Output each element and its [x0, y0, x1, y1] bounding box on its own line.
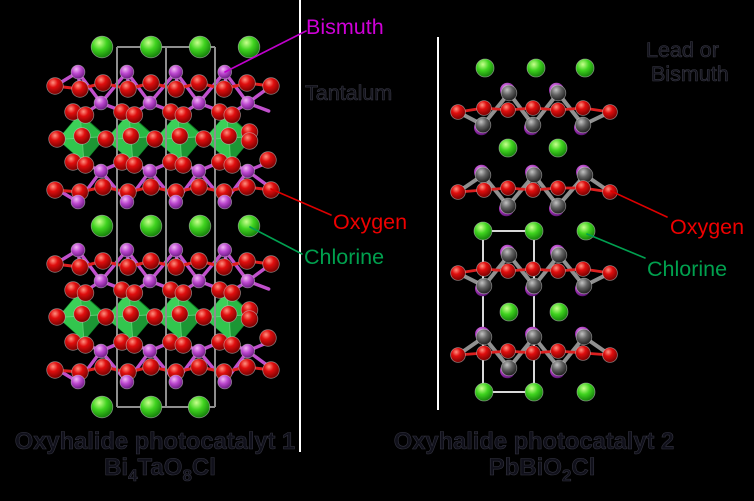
svg-text:Oxygen: Oxygen	[333, 210, 407, 234]
svg-text:Oxygen: Oxygen	[670, 215, 744, 239]
svg-text:Oxyhalide photocatalyt 1: Oxyhalide photocatalyt 1	[15, 429, 295, 455]
svg-text:Chlorine: Chlorine	[304, 245, 384, 269]
svg-text:Tantalum: Tantalum	[305, 81, 392, 105]
svg-text:Chlorine: Chlorine	[647, 257, 727, 281]
svg-text:Lead or: Lead or	[646, 38, 719, 62]
svg-text:Bismuth: Bismuth	[306, 15, 384, 39]
svg-text:Oxyhalide photocatalyt 2: Oxyhalide photocatalyt 2	[394, 429, 674, 455]
svg-text:Bismuth: Bismuth	[651, 62, 729, 86]
svg-text:PbBiO2​Cl: PbBiO2​Cl	[489, 454, 596, 485]
svg-text:Bi4​TaO8​Cl: Bi4​TaO8​Cl	[104, 454, 216, 485]
